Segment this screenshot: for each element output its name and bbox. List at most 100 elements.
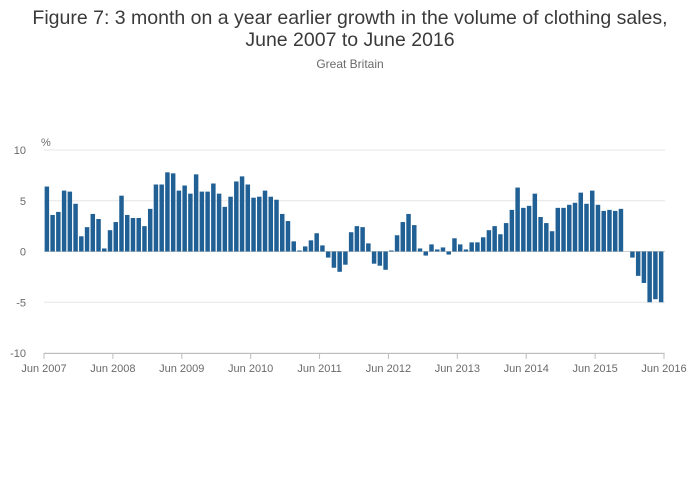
bar bbox=[549, 231, 555, 252]
bar bbox=[641, 251, 647, 283]
bar bbox=[308, 240, 314, 252]
bar bbox=[176, 190, 182, 252]
y-tick-label: -5 bbox=[16, 297, 26, 309]
bar bbox=[79, 236, 84, 252]
x-tick-label: Jun 2010 bbox=[228, 363, 273, 375]
bar bbox=[647, 251, 652, 303]
bar bbox=[90, 213, 96, 252]
bar bbox=[274, 199, 279, 252]
bar bbox=[125, 214, 130, 252]
bar bbox=[61, 190, 67, 252]
bar bbox=[239, 176, 245, 252]
bar bbox=[119, 195, 124, 252]
bar bbox=[325, 251, 331, 258]
bar bbox=[469, 242, 474, 252]
bar bbox=[555, 207, 561, 252]
bar bbox=[435, 249, 440, 252]
bar bbox=[457, 244, 463, 252]
bar bbox=[228, 196, 233, 252]
bar bbox=[463, 249, 469, 252]
bar bbox=[130, 218, 136, 252]
bar bbox=[371, 251, 377, 264]
bar bbox=[285, 221, 291, 252]
bar bbox=[590, 190, 595, 252]
bar bbox=[320, 245, 325, 252]
x-tick-label: Jun 2016 bbox=[641, 363, 686, 375]
bar bbox=[412, 225, 417, 252]
x-tick-label: Jun 2013 bbox=[435, 363, 480, 375]
bar bbox=[314, 233, 319, 252]
bar bbox=[245, 184, 251, 252]
bar bbox=[366, 243, 371, 252]
bar bbox=[630, 251, 635, 258]
bar bbox=[509, 209, 515, 252]
axes: 10 5 0 -5 -10% Jun 2007 Jun 2008 Jun 2009 Jun 20… bbox=[10, 137, 687, 375]
bar bbox=[337, 251, 342, 272]
bar bbox=[354, 226, 360, 252]
x-tick-label: Jun 2011 bbox=[297, 363, 341, 375]
bar bbox=[142, 226, 147, 252]
bar bbox=[280, 213, 285, 252]
bar bbox=[205, 191, 210, 252]
bar bbox=[607, 209, 612, 252]
bar bbox=[498, 234, 503, 252]
bar bbox=[544, 223, 549, 252]
bar bbox=[222, 206, 228, 252]
y-tick-label: -10 bbox=[10, 348, 26, 360]
bar bbox=[417, 248, 423, 252]
bars bbox=[44, 172, 664, 303]
bar bbox=[73, 203, 78, 252]
bar bbox=[429, 244, 434, 252]
bar bbox=[331, 251, 337, 268]
bar bbox=[147, 208, 153, 252]
bar bbox=[612, 210, 618, 252]
bar bbox=[153, 184, 159, 252]
bar bbox=[532, 193, 538, 252]
bar bbox=[653, 251, 658, 300]
bar bbox=[159, 184, 164, 252]
bar bbox=[211, 183, 216, 252]
bar bbox=[216, 193, 222, 252]
bar bbox=[486, 230, 492, 252]
bar bbox=[389, 250, 394, 252]
bar bbox=[406, 213, 411, 252]
x-tick-label: Jun 2014 bbox=[504, 363, 549, 375]
bar bbox=[251, 197, 256, 252]
bar bbox=[584, 203, 589, 252]
bar bbox=[50, 214, 55, 252]
bar bbox=[193, 174, 199, 252]
bar bbox=[383, 251, 388, 270]
bar bbox=[561, 207, 566, 252]
bar bbox=[635, 251, 641, 276]
bar bbox=[343, 251, 348, 265]
x-tick-label: Jun 2012 bbox=[366, 363, 411, 375]
chart-title: Figure 7: 3 month on a year earlier grow… bbox=[0, 7, 700, 51]
bar bbox=[44, 186, 50, 252]
bar bbox=[440, 247, 446, 252]
x-tick-label: Jun 2008 bbox=[90, 363, 135, 375]
bar bbox=[113, 222, 118, 252]
bar bbox=[572, 202, 578, 252]
bar bbox=[480, 237, 486, 252]
bar bbox=[268, 196, 273, 252]
bar bbox=[199, 191, 205, 252]
bar bbox=[348, 232, 354, 252]
y-tick-label: 5 bbox=[20, 196, 26, 208]
y-tick-label: 10 bbox=[14, 145, 26, 157]
bar bbox=[658, 251, 664, 303]
bar bbox=[291, 241, 296, 252]
bar bbox=[84, 227, 90, 252]
bar bbox=[360, 227, 365, 252]
bar bbox=[475, 242, 480, 252]
bar bbox=[503, 223, 509, 252]
bar bbox=[136, 218, 141, 252]
bar bbox=[234, 181, 239, 252]
bar bbox=[297, 250, 302, 252]
bar bbox=[521, 207, 526, 252]
bar bbox=[492, 226, 497, 252]
bar bbox=[618, 208, 624, 252]
bar bbox=[67, 191, 73, 252]
bar bbox=[377, 251, 383, 266]
bar bbox=[515, 187, 520, 252]
bar bbox=[56, 211, 61, 252]
